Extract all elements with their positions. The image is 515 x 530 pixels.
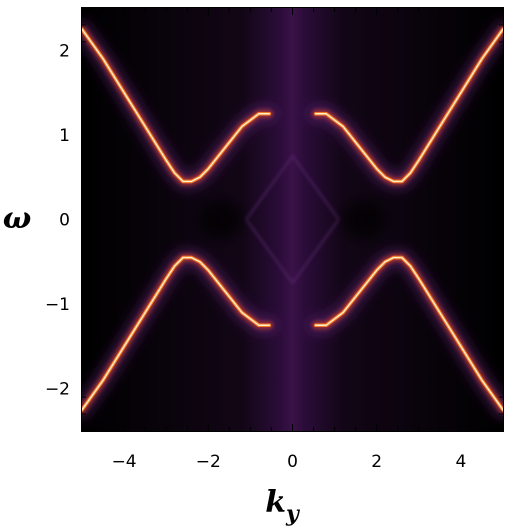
y-tick-label: 2 [59, 41, 70, 61]
band-2 [307, 21, 503, 190]
y-tick-labels: −2 −1 0 1 2 [45, 41, 70, 399]
y-tick-label: 1 [59, 126, 70, 146]
y-tick-label: −1 [45, 295, 70, 315]
y-axis-label: ω [3, 201, 32, 236]
node-dark-spot [198, 199, 243, 240]
y-tick-label: 0 [59, 211, 70, 231]
x-tick-label: −2 [196, 452, 221, 472]
node-dark-spot [342, 199, 387, 240]
band-1 [82, 21, 278, 190]
plot-area [82, 8, 503, 431]
diamond-feature [244, 153, 341, 286]
x-axis-label: ky [265, 485, 301, 527]
x-tick-label: 2 [371, 452, 382, 472]
x-tick-labels: −4 −2 0 2 4 [112, 452, 467, 472]
plot-frame [81, 7, 504, 432]
band-3 [82, 249, 278, 418]
axis-ticks [81, 7, 504, 432]
x-tick-label: 4 [455, 452, 466, 472]
dispersion-bands [82, 21, 503, 418]
y-tick-label: −2 [45, 380, 70, 400]
heatmap-background [82, 8, 503, 431]
x-tick-label: −4 [112, 452, 137, 472]
x-tick-label: 0 [287, 452, 298, 472]
band-4 [307, 249, 503, 418]
heatmap-features [198, 153, 387, 286]
